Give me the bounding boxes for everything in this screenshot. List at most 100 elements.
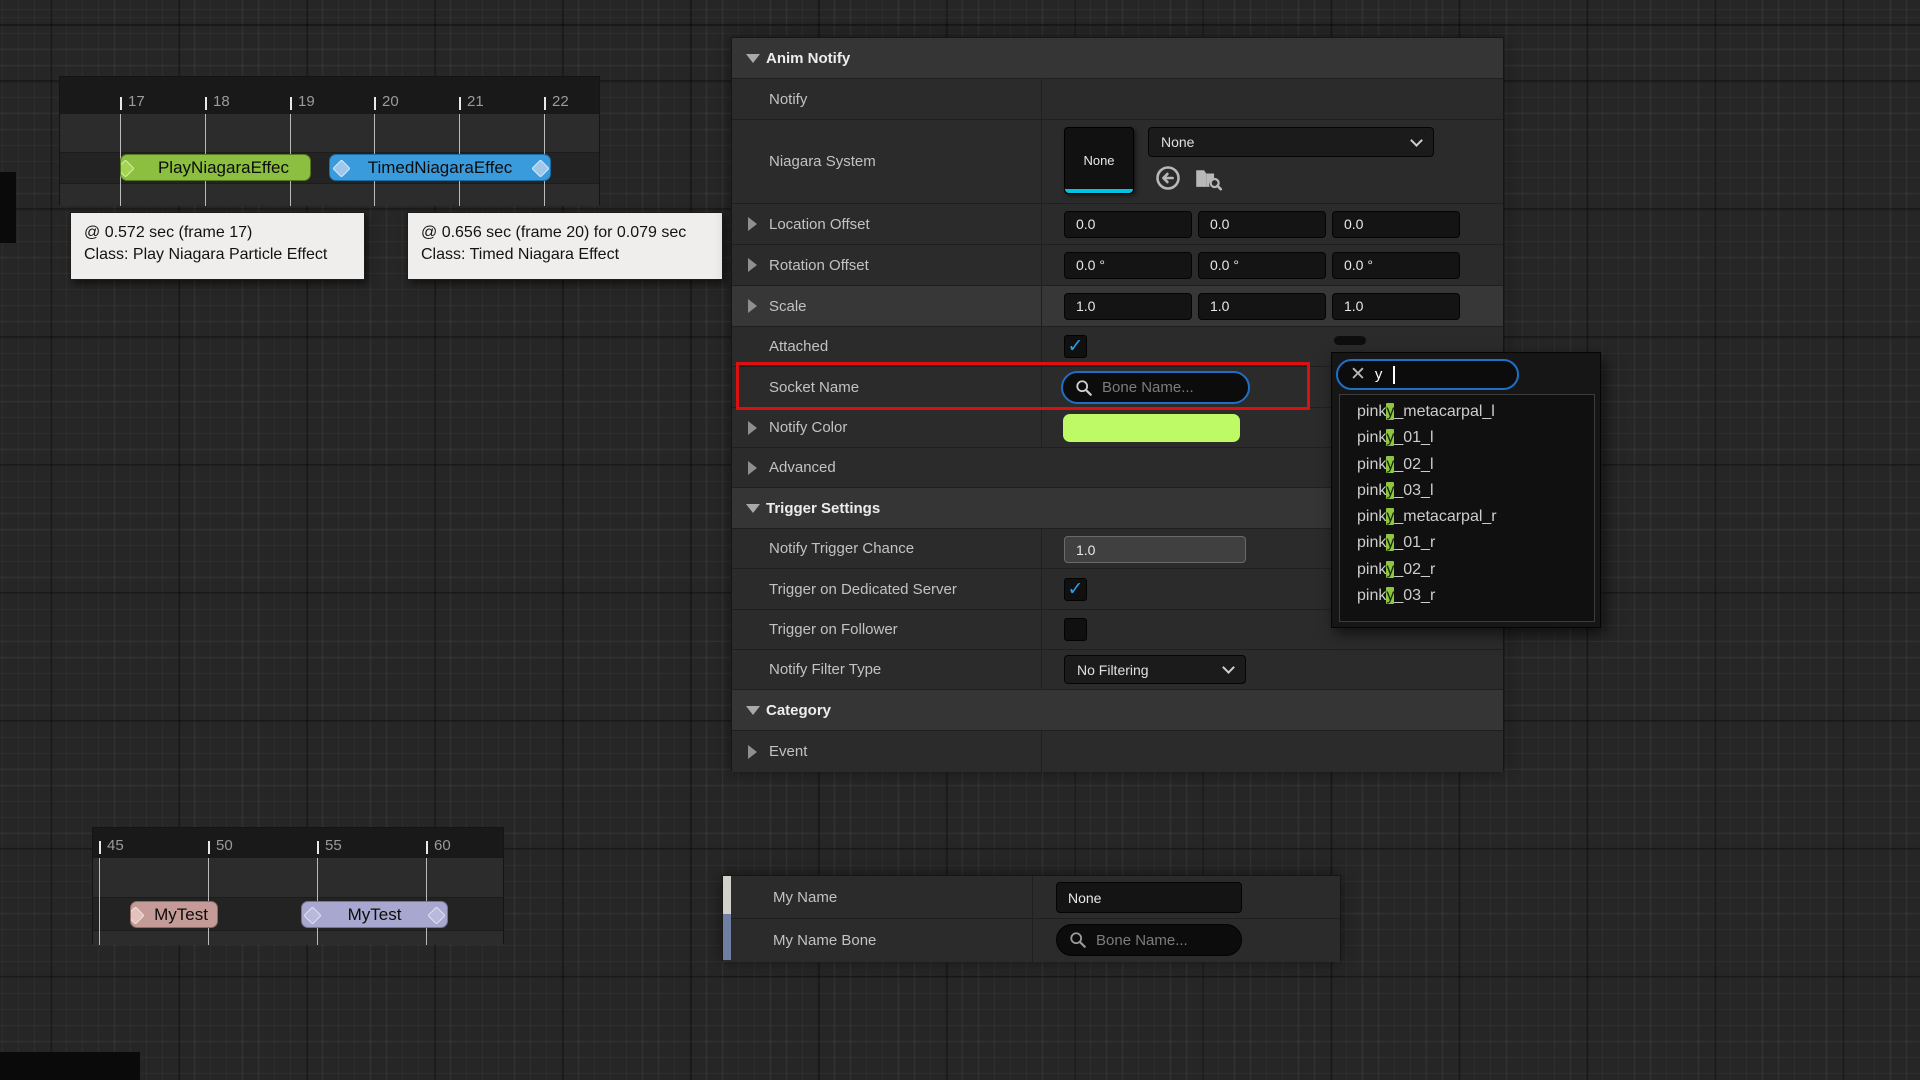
notify-filter-dropdown[interactable]: No Filtering [1064, 655, 1246, 684]
collapse-arrow-icon[interactable] [746, 504, 760, 513]
row-label: Trigger on Dedicated Server [769, 580, 957, 598]
section-header-category[interactable]: Category [732, 690, 1503, 731]
expand-arrow-icon[interactable] [748, 420, 757, 435]
row-rotation-offset[interactable]: Rotation Offset 0.0 ° 0.0 ° 0.0 ° [732, 245, 1503, 286]
bone-list-item[interactable]: pinky_01_l [1357, 429, 1434, 447]
row-location-offset[interactable]: Location Offset 0.0 0.0 0.0 [732, 204, 1503, 245]
tick-mark-icon [290, 97, 292, 110]
notify-pill-label: MyTest [347, 904, 402, 924]
chevron-down-icon [1222, 661, 1235, 674]
browse-to-asset-icon[interactable] [1194, 164, 1223, 197]
row-notify-filter-type[interactable]: Notify Filter Type No Filtering [732, 650, 1503, 690]
bone-list-item[interactable]: pinky_metacarpal_r [1357, 508, 1497, 526]
section-title: Category [766, 701, 832, 719]
bottom-left-widget-fragment [0, 1052, 140, 1080]
row-label: Notify Filter Type [769, 661, 882, 678]
expand-arrow-icon[interactable] [748, 744, 757, 759]
expand-arrow-icon[interactable] [748, 217, 757, 231]
ruler-tick: 17 [120, 93, 145, 110]
attached-checkbox[interactable]: ✓ [1064, 335, 1087, 358]
rotation-z-field[interactable]: 0.0 ° [1332, 251, 1460, 279]
bone-list-item[interactable]: pinky_02_l [1357, 455, 1434, 473]
notify-diamond-icon[interactable] [121, 159, 135, 178]
scale-z-field[interactable]: 1.0 [1332, 292, 1460, 320]
use-selected-asset-icon[interactable] [1154, 164, 1182, 197]
notify-diamond-icon[interactable] [131, 906, 145, 925]
notify-track-row[interactable] [60, 184, 599, 206]
tick-label: 21 [467, 93, 484, 110]
tick-label: 45 [107, 837, 124, 854]
bone-list-item[interactable]: pinky_02_r [1357, 560, 1436, 578]
timeline-ruler[interactable]: 45 50 55 60 [93, 828, 503, 858]
annotation-highlight-rectangle [736, 362, 1310, 410]
notify-timeline-bottom: 45 50 55 60 MyTest MyTest [92, 827, 504, 945]
rotation-x-field[interactable]: 0.0 ° [1064, 251, 1192, 279]
scale-x-field[interactable]: 1.0 [1064, 292, 1192, 320]
bone-list-item[interactable]: pinky_03_r [1357, 587, 1436, 605]
follower-checkbox[interactable] [1064, 618, 1087, 641]
row-label: Trigger on Follower [769, 621, 898, 638]
bone-list-item[interactable]: pinky_metacarpal_l [1357, 403, 1495, 420]
dedicated-server-checkbox[interactable]: ✓ [1064, 577, 1087, 601]
tick-label: 19 [298, 93, 315, 110]
bone-list-item[interactable]: pinky_01_r [1357, 534, 1436, 552]
scale-y-field[interactable]: 1.0 [1198, 292, 1326, 320]
location-x-field[interactable]: 0.0 [1064, 210, 1192, 238]
row-scale[interactable]: Scale 1.0 1.0 1.0 [732, 286, 1503, 327]
notify-pill-play-niagara[interactable]: PlayNiagaraEffec [120, 154, 311, 181]
notify-diamond-icon[interactable] [303, 906, 322, 925]
timeline-tracks: PlayNiagaraEffec TimedNiagaraEffec [60, 114, 599, 206]
notify-duration-end-diamond-icon[interactable] [531, 159, 550, 178]
socket-name-search-input[interactable]: Bone Name... [1061, 371, 1250, 404]
notify-track-row[interactable] [60, 114, 599, 153]
bone-list-item[interactable]: pinky_03_l [1357, 481, 1434, 499]
row-label: Niagara System [769, 153, 876, 170]
notify-duration-end-diamond-icon[interactable] [427, 906, 446, 925]
notify-tooltip: @ 0.656 sec (frame 20) for 0.079 sec Cla… [407, 212, 723, 280]
expand-arrow-icon[interactable] [748, 258, 757, 272]
location-z-field[interactable]: 0.0 [1332, 210, 1460, 238]
notify-diamond-icon[interactable] [332, 159, 351, 178]
expand-arrow-icon[interactable] [748, 460, 757, 475]
left-edge-widget-fragment [0, 172, 16, 243]
notify-track-row[interactable] [93, 858, 503, 898]
rotation-y-field[interactable]: 0.0 ° [1198, 251, 1326, 279]
expand-arrow-icon[interactable] [748, 299, 757, 313]
ruler-tick: 20 [374, 93, 399, 110]
notify-pill-mytest-duration[interactable]: MyTest [301, 901, 448, 928]
row-niagara-system[interactable]: Niagara System None None [732, 120, 1503, 204]
notify-pill-timed-niagara[interactable]: TimedNiagaraEffec [329, 154, 551, 181]
ruler-tick: 21 [459, 93, 484, 110]
notify-pill-mytest[interactable]: MyTest [130, 901, 218, 928]
clear-search-icon[interactable]: ✕ [1350, 364, 1366, 385]
socket-name-placeholder: Bone Name... [1102, 379, 1194, 396]
ruler-tick: 60 [426, 837, 451, 854]
notify-track-row[interactable] [93, 931, 503, 945]
row-label: My Name Bone [773, 932, 877, 949]
tick-mark-icon [459, 97, 461, 110]
section-header-anim-notify[interactable]: Anim Notify [732, 38, 1503, 79]
asset-thumbnail[interactable]: None [1064, 127, 1134, 194]
row-label: Socket Name [769, 378, 860, 396]
my-name-bone-search-input[interactable]: Bone Name... [1056, 924, 1242, 956]
location-y-field[interactable]: 0.0 [1198, 210, 1326, 238]
tick-label: 17 [128, 93, 145, 110]
row-label: Location Offset [769, 215, 870, 233]
bone-search-input[interactable]: ✕ y [1336, 359, 1519, 390]
row-event[interactable]: Event [732, 731, 1503, 772]
niagara-asset-dropdown[interactable]: None [1148, 127, 1434, 157]
trigger-chance-field[interactable]: 1.0 [1064, 536, 1246, 563]
row-label: Notify Trigger Chance [769, 540, 915, 557]
row-notify[interactable]: Notify [732, 79, 1503, 120]
timeline-ruler[interactable]: 17 18 19 20 21 22 [60, 77, 599, 114]
row-trigger-on-follower[interactable]: Trigger on Follower [732, 610, 1503, 650]
tooltip-time: @ 0.656 sec (frame 20) for 0.079 sec [421, 224, 687, 241]
frame-gridline [99, 858, 100, 945]
tick-mark-icon [374, 97, 376, 110]
my-name-field[interactable]: None [1056, 882, 1242, 913]
collapse-arrow-icon[interactable] [746, 54, 760, 63]
tooltip-class: Class: Timed Niagara Effect [421, 246, 620, 263]
row-label: Rotation Offset [769, 256, 869, 274]
notify-color-swatch[interactable] [1063, 414, 1240, 442]
collapse-arrow-icon[interactable] [746, 706, 760, 715]
